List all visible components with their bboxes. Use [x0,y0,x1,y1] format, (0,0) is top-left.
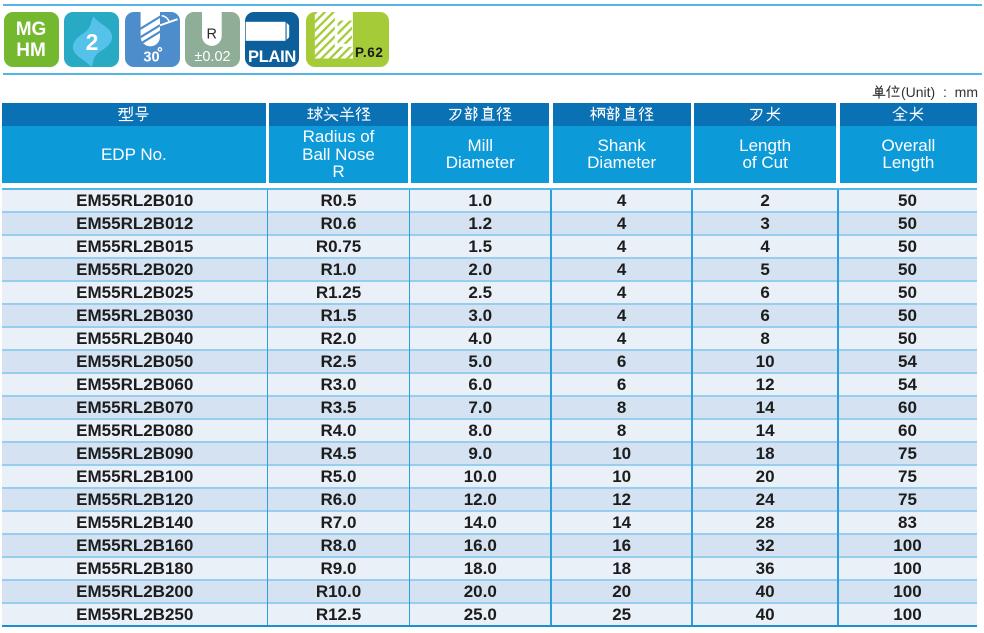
svg-text:PLAIN: PLAIN [247,47,295,65]
svg-text:P.62: P.62 [355,44,383,59]
svg-text:2: 2 [86,29,99,55]
svg-text:30: 30 [143,49,159,65]
svg-text:R: R [206,26,216,42]
svg-text:±0.02: ±0.02 [194,49,230,65]
